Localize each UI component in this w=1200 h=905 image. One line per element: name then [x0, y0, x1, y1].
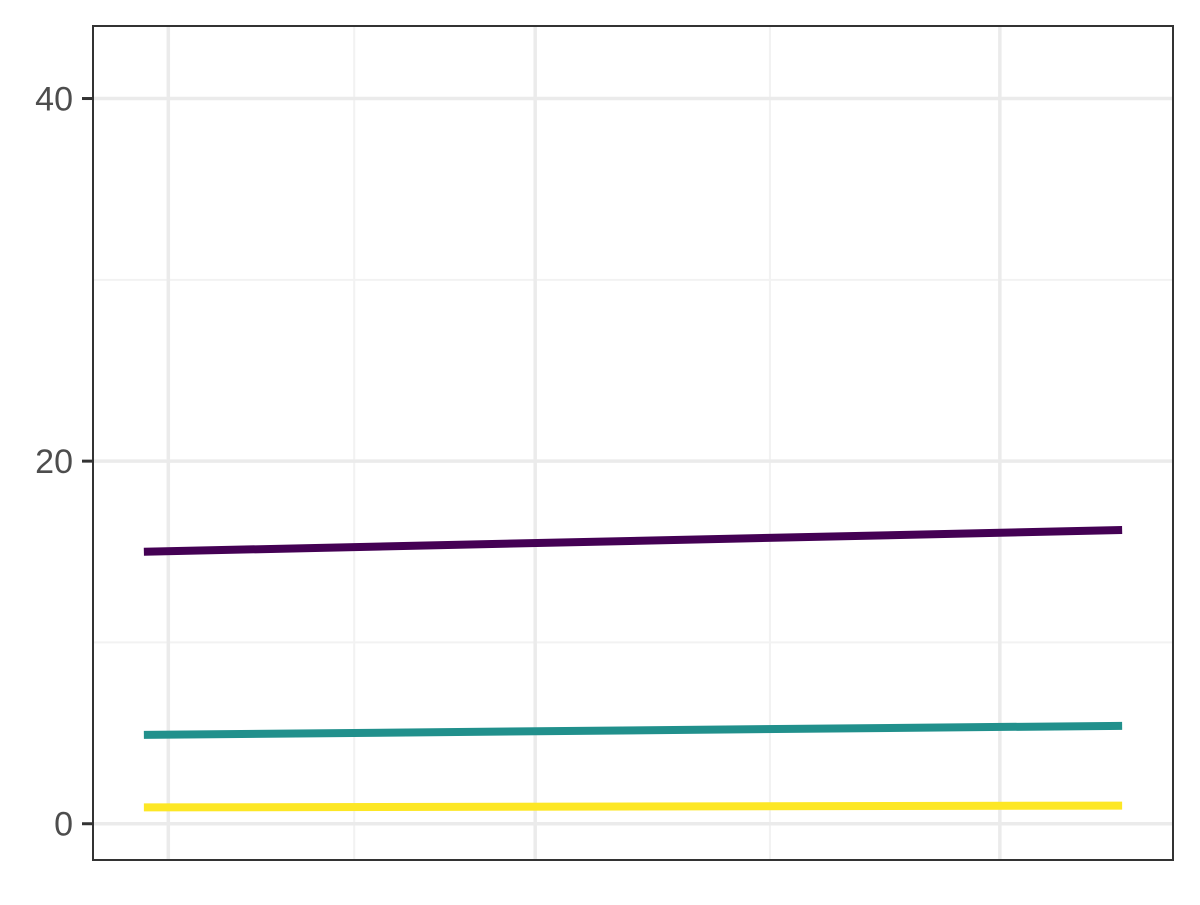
series-line-1 [143, 721, 1123, 739]
y-tick-label-1: 20 [35, 443, 73, 481]
panel-border [92, 25, 1174, 861]
series-line-2 [143, 801, 1123, 812]
y-tick-label-2: 40 [35, 81, 73, 119]
y-tick-label-0: 0 [54, 806, 73, 844]
y-axis: 0 20 40 [35, 81, 93, 844]
series-lines [143, 526, 1123, 812]
gridlines [93, 26, 1173, 860]
series-line-0 [143, 526, 1123, 556]
